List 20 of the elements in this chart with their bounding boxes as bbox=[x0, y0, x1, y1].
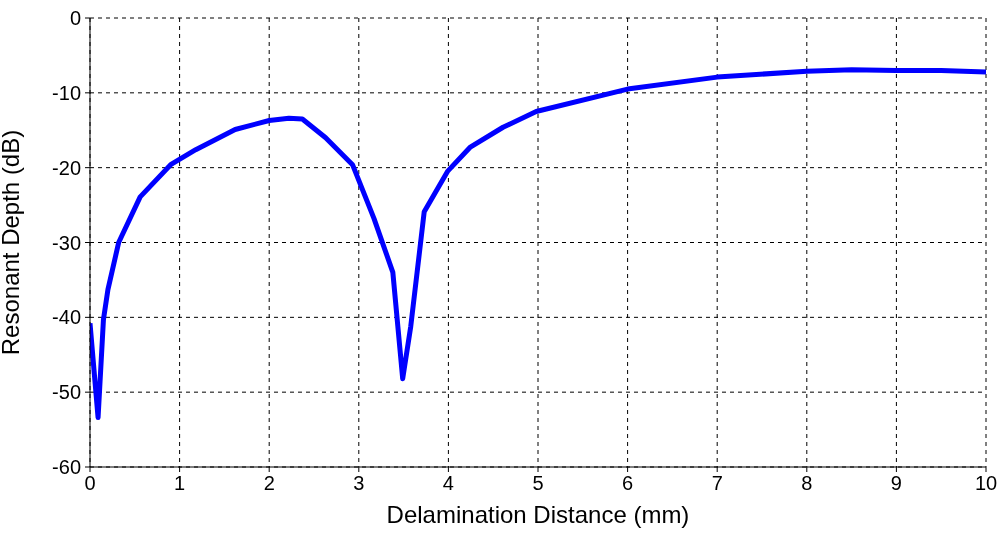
y-tick-label: -10 bbox=[52, 81, 81, 104]
y-tick-label: -40 bbox=[52, 306, 81, 329]
x-axis-title: Delamination Distance (mm) bbox=[386, 501, 690, 528]
y-tick-label: 0 bbox=[69, 7, 81, 30]
x-tick-label: 7 bbox=[711, 472, 723, 495]
x-tick-label: 4 bbox=[442, 472, 454, 495]
y-tick-label: -60 bbox=[52, 456, 81, 479]
y-tick-label: -50 bbox=[52, 381, 81, 404]
x-tick-label: 9 bbox=[890, 472, 902, 495]
x-tick-label: 8 bbox=[801, 472, 813, 495]
y-tick-label: -30 bbox=[52, 231, 81, 254]
x-tick-label: 0 bbox=[84, 472, 96, 495]
x-tick-label: 6 bbox=[622, 472, 634, 495]
x-tick-label: 10 bbox=[974, 472, 998, 495]
x-tick-label: 5 bbox=[532, 472, 544, 495]
y-axis-title: Resonant Depth (dB) bbox=[0, 129, 24, 356]
y-tick-label: -20 bbox=[52, 156, 81, 179]
x-tick-label: 1 bbox=[174, 472, 186, 495]
x-tick-label: 2 bbox=[263, 472, 275, 495]
x-tick-label: 3 bbox=[353, 472, 365, 495]
